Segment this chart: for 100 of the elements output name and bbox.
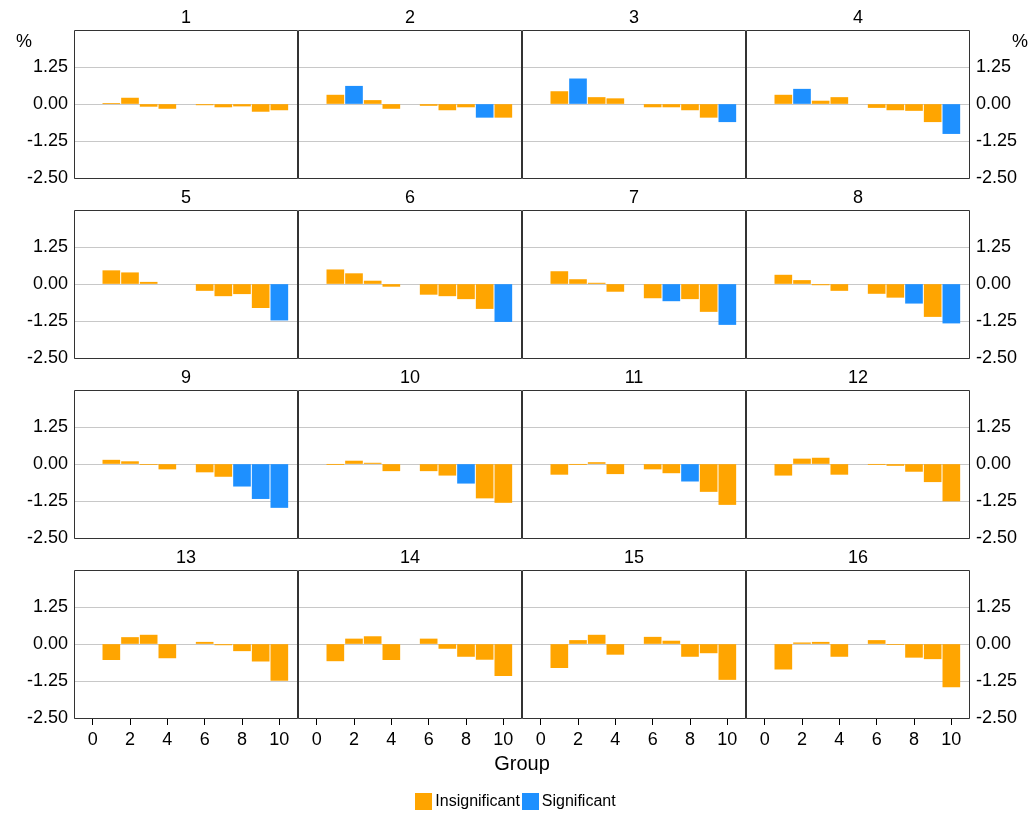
y-tick-label: -1.25 — [976, 669, 1018, 690]
chart-title: 9 — [180, 366, 192, 387]
bar — [587, 97, 606, 104]
chart-title: 6 — [404, 186, 416, 207]
y-tick-label: -2.50 — [26, 346, 68, 367]
x-tick-label: 4 — [386, 728, 397, 749]
bar — [718, 284, 737, 325]
y-tick-label: 1.25 — [32, 235, 68, 256]
x-tick-label: 2 — [348, 728, 360, 749]
x-tick-label: 0 — [759, 728, 770, 749]
x-tick-label: 4 — [610, 728, 621, 749]
y-tick-label: 1.25 — [976, 415, 1012, 436]
bar — [662, 640, 681, 644]
y-axis-title: % — [1011, 30, 1028, 51]
x-tick-label: 8 — [908, 728, 920, 749]
x-tick-label: 8 — [460, 728, 472, 749]
y-tick-label: 1.25 — [976, 595, 1012, 616]
y-tick-label: -2.50 — [26, 706, 68, 727]
bar — [382, 284, 401, 287]
bar — [569, 78, 587, 104]
bar — [886, 284, 905, 298]
y-tick-label: -1.25 — [976, 129, 1018, 150]
bar — [345, 85, 363, 104]
chart-title: 1 — [180, 6, 192, 27]
chart-title: 13 — [175, 546, 197, 567]
y-tick-label: 1.25 — [32, 415, 68, 436]
bar — [905, 284, 923, 304]
y-tick-label: -1.25 — [26, 309, 68, 330]
y-tick-label: 0.00 — [976, 452, 1012, 473]
chart-title: 8 — [852, 186, 864, 207]
bar — [830, 284, 849, 291]
y-tick-label: 0.00 — [976, 272, 1012, 293]
bar — [718, 104, 737, 123]
bar — [867, 284, 886, 294]
bar — [419, 284, 438, 295]
y-tick-label: 0.00 — [976, 632, 1012, 653]
y-tick-label: -1.25 — [26, 489, 68, 510]
bar — [270, 644, 289, 681]
x-tick-label: 6 — [647, 728, 658, 749]
y-tick-label: -1.25 — [26, 129, 68, 150]
x-tick-label: 4 — [834, 728, 845, 749]
x-tick-label: 0 — [535, 728, 546, 749]
bar — [643, 104, 662, 108]
y-tick-label: 1.25 — [32, 595, 68, 616]
y-tick-label: -2.50 — [976, 166, 1018, 187]
x-tick-label: 8 — [684, 728, 696, 749]
y-tick-label: -1.25 — [976, 309, 1018, 330]
chart-title: 4 — [852, 6, 864, 27]
y-tick-label: -2.50 — [976, 526, 1018, 547]
bar — [550, 644, 569, 669]
bar — [662, 284, 681, 302]
chart-title: 12 — [847, 366, 869, 387]
x-tick-label: 0 — [87, 728, 98, 749]
legend-label: Significant — [541, 792, 616, 810]
bar — [494, 284, 513, 322]
bar — [923, 284, 942, 317]
y-tick-label: -2.50 — [26, 526, 68, 547]
x-tick-label: 10 — [941, 728, 962, 749]
x-tick-label: 2 — [572, 728, 584, 749]
y-tick-label: 0.00 — [976, 92, 1012, 113]
bar — [550, 91, 569, 104]
y-tick-label: 1.25 — [32, 55, 68, 76]
chart-title: 14 — [399, 546, 421, 567]
chart-title: 3 — [628, 6, 640, 27]
chart-title: 2 — [404, 6, 416, 27]
bar — [475, 104, 494, 118]
bar — [326, 94, 345, 104]
bar — [774, 464, 793, 476]
bar — [643, 284, 662, 299]
y-tick-label: 1.25 — [976, 55, 1012, 76]
chart-title: 16 — [847, 546, 869, 567]
x-tick-label: 2 — [124, 728, 136, 749]
y-tick-label: -2.50 — [976, 706, 1018, 727]
chart-title: 5 — [180, 186, 192, 207]
chart-title: 15 — [623, 546, 645, 567]
y-tick-label: -2.50 — [976, 346, 1018, 367]
bar — [830, 464, 849, 475]
bar — [718, 644, 737, 680]
y-tick-label: -1.25 — [976, 489, 1018, 510]
bar — [942, 284, 961, 324]
chart-title: 11 — [624, 366, 644, 387]
y-tick-label: 0.00 — [32, 272, 68, 293]
bar — [363, 100, 382, 104]
x-axis-title: Group — [493, 752, 551, 775]
chart-title: 10 — [399, 366, 421, 387]
bar — [606, 284, 625, 292]
bar — [643, 636, 662, 644]
x-tick-label: 6 — [423, 728, 434, 749]
y-tick-label: -2.50 — [26, 166, 68, 187]
x-tick-label: 8 — [236, 728, 248, 749]
bar — [382, 104, 401, 109]
bar — [942, 464, 961, 502]
bar — [494, 104, 513, 118]
y-tick-label: 0.00 — [32, 632, 68, 653]
x-tick-label: 0 — [311, 728, 322, 749]
y-tick-label: -1.25 — [26, 669, 68, 690]
bar — [606, 98, 625, 104]
x-tick-label: 2 — [796, 728, 808, 749]
y-tick-label: 0.00 — [32, 452, 68, 473]
chart-title: 7 — [628, 186, 640, 207]
